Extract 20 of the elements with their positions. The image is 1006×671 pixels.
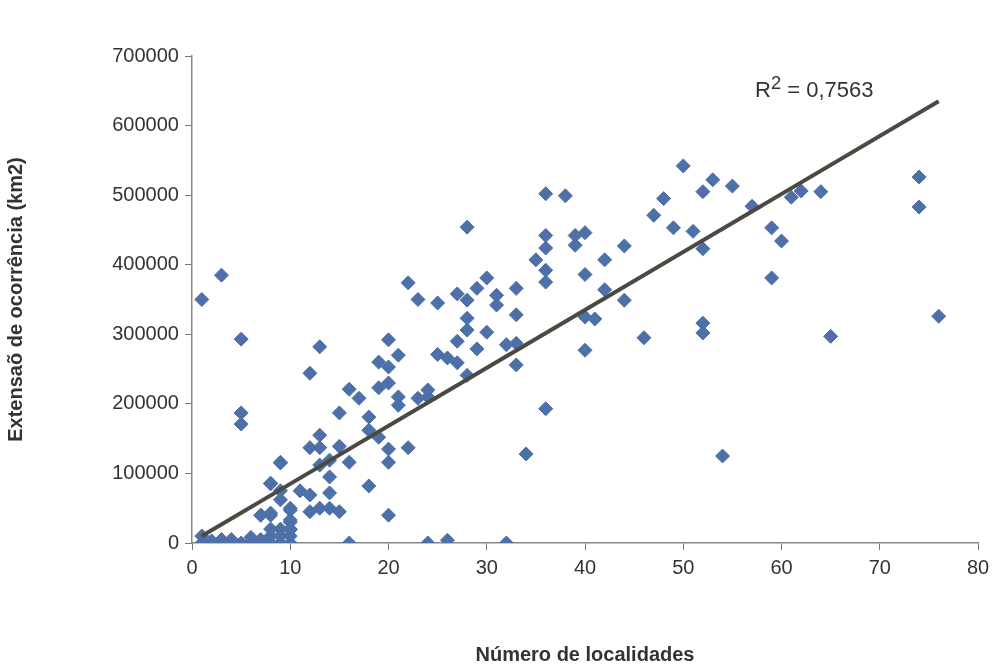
x-tick-label: 80 — [966, 555, 990, 578]
x-tick-label: 60 — [770, 555, 793, 578]
y-tick-label: 600000 — [112, 113, 179, 136]
x-tick-label: 30 — [475, 555, 498, 578]
x-tick-label: 50 — [672, 555, 695, 578]
x-axis-title: Número de localidades — [475, 642, 695, 665]
x-tick-label: 0 — [186, 555, 198, 578]
y-tick-label: 500000 — [112, 182, 179, 205]
x-tick-label: 40 — [573, 555, 597, 578]
y-tick-label: 200000 — [112, 391, 179, 414]
x-tick-label: 20 — [377, 555, 400, 578]
y-tick-label: 300000 — [112, 321, 179, 344]
annotation: R$^{2}$ = 0,7563 — [755, 72, 874, 104]
y-tick-label: 700000 — [112, 43, 179, 66]
y-axis-title: Extensaõ de ocorrência (km2) — [3, 157, 26, 442]
x-tick-label: 70 — [868, 555, 891, 578]
y-tick-label: 400000 — [112, 252, 179, 275]
y-tick-label: 100000 — [112, 460, 179, 483]
x-tick-label: 10 — [279, 555, 302, 578]
y-tick-label: 0 — [167, 530, 179, 553]
